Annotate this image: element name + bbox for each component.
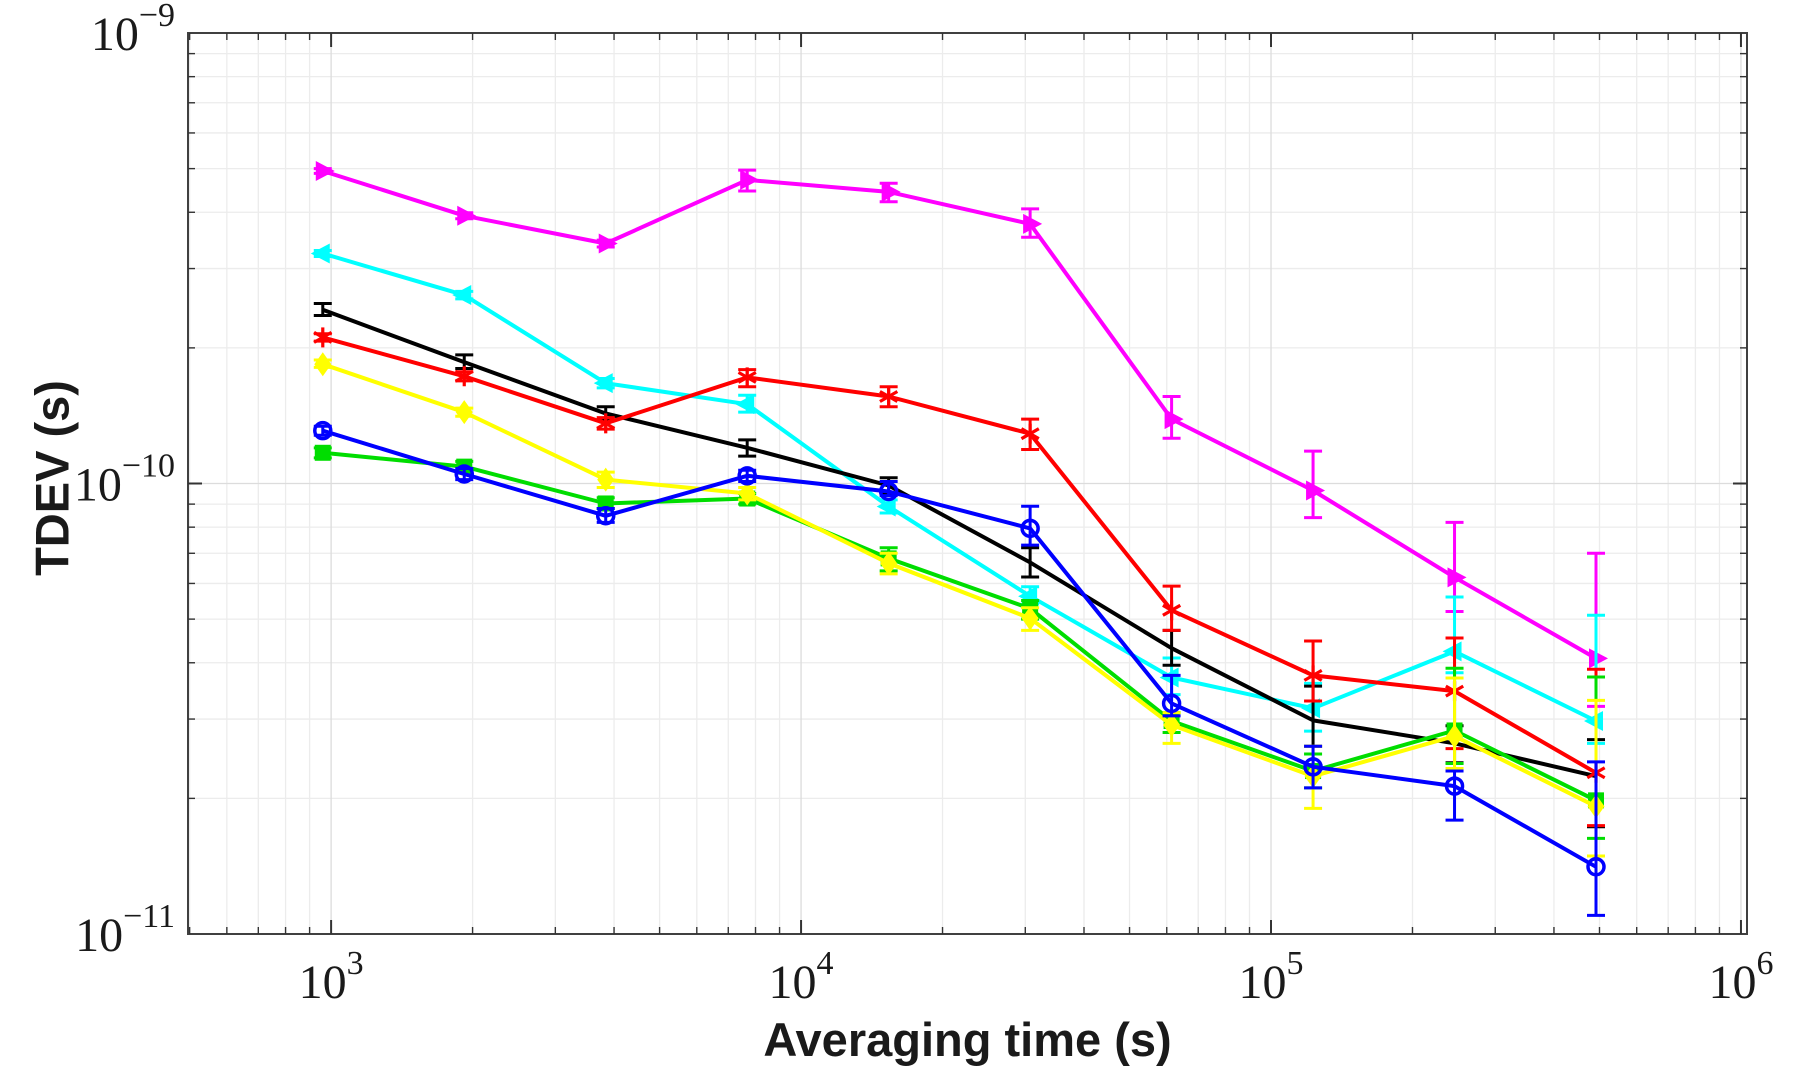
- marker-triangle-left: [1442, 641, 1462, 662]
- marker-circle: [1444, 776, 1465, 796]
- series-magenta-markers: [315, 160, 1609, 669]
- marker-diamond: [597, 467, 615, 492]
- y-tick-label: 10−10: [74, 448, 175, 512]
- marker-asterisk: [1162, 603, 1182, 617]
- series-red: [313, 327, 1606, 828]
- marker-triangle-right: [1023, 213, 1043, 234]
- marker-circle: [737, 466, 757, 486]
- series-yellow-line: [322, 362, 1597, 809]
- marker-triangle-left: [735, 394, 755, 415]
- series-yellow-markers: [314, 352, 1605, 819]
- marker-circle: [454, 464, 474, 484]
- series-cyan: [310, 243, 1606, 745]
- series-red-errorbars: [313, 332, 1606, 828]
- marker-asterisk: [596, 416, 616, 430]
- tick-labels: 103 104 105 106 10−11 10−10 10−9: [74, 0, 1774, 1009]
- y-axis-label: TDEV (s): [25, 380, 79, 576]
- x-tick-label: 104: [769, 945, 834, 1009]
- series-magenta: [313, 160, 1609, 708]
- marker-triangle-right: [598, 233, 618, 254]
- series-blue-line: [322, 428, 1597, 869]
- marker-triangle-left: [876, 496, 896, 517]
- marker-triangle-left: [593, 373, 613, 394]
- series-magenta-errorbars: [313, 167, 1606, 708]
- y-tick-label: 10−11: [75, 898, 175, 962]
- marker-triangle-right: [740, 169, 760, 190]
- marker-circle: [595, 506, 616, 526]
- marker-triangle-right: [1447, 567, 1467, 588]
- series-red-markers: [313, 327, 1606, 783]
- series-green-markers: [314, 444, 1605, 809]
- marker-circle: [1303, 757, 1323, 777]
- x-axis-label: Averaging time (s): [763, 1013, 1172, 1066]
- marker-asterisk: [313, 331, 333, 344]
- marker-square: [314, 444, 331, 461]
- marker-asterisk: [1020, 427, 1040, 441]
- marker-asterisk: [454, 369, 474, 383]
- marker-triangle-right: [1306, 480, 1326, 501]
- marker-diamond: [1446, 724, 1464, 749]
- x-tick-label: 103: [299, 945, 364, 1009]
- marker-circle: [1020, 518, 1040, 539]
- marker-triangle-left: [1301, 698, 1321, 719]
- marker-diamond: [738, 481, 756, 506]
- series-cyan-markers: [310, 243, 1604, 732]
- marker-triangle-left: [1159, 667, 1179, 688]
- marker-triangle-right: [1164, 409, 1184, 430]
- marker-triangle-left: [1584, 711, 1604, 732]
- series-yellow: [313, 352, 1606, 858]
- marker-asterisk: [1303, 669, 1323, 682]
- marker-triangle-left: [310, 243, 330, 264]
- marker-diamond: [880, 551, 898, 576]
- series-blue-markers: [313, 420, 1606, 877]
- x-tick-label: 106: [1708, 945, 1773, 1009]
- marker-diamond: [314, 352, 332, 377]
- marker-circle: [1161, 693, 1182, 714]
- y-tick-label: 10−9: [91, 0, 175, 61]
- series-cyan-line: [322, 251, 1597, 723]
- marker-circle: [1586, 857, 1606, 877]
- marker-triangle-right: [1589, 648, 1609, 669]
- marker-triangle-right: [881, 181, 901, 202]
- series-green-line: [322, 450, 1597, 803]
- marker-diamond: [1021, 606, 1039, 631]
- marker-circle: [313, 420, 333, 441]
- marker-diamond: [455, 400, 473, 425]
- marker-triangle-right: [457, 205, 477, 226]
- series-magenta-line: [322, 169, 1597, 661]
- marker-triangle-right: [315, 160, 335, 181]
- series-blue: [313, 420, 1606, 917]
- marker-asterisk: [879, 390, 899, 403]
- marker-circle: [878, 481, 899, 502]
- marker-triangle-left: [452, 285, 472, 306]
- axis-box: [187, 32, 1748, 935]
- x-tick-label: 105: [1239, 945, 1304, 1009]
- series-red-line: [322, 335, 1598, 775]
- marker-asterisk: [737, 371, 757, 384]
- series-black-line: [322, 307, 1597, 779]
- marker-diamond: [1163, 713, 1181, 738]
